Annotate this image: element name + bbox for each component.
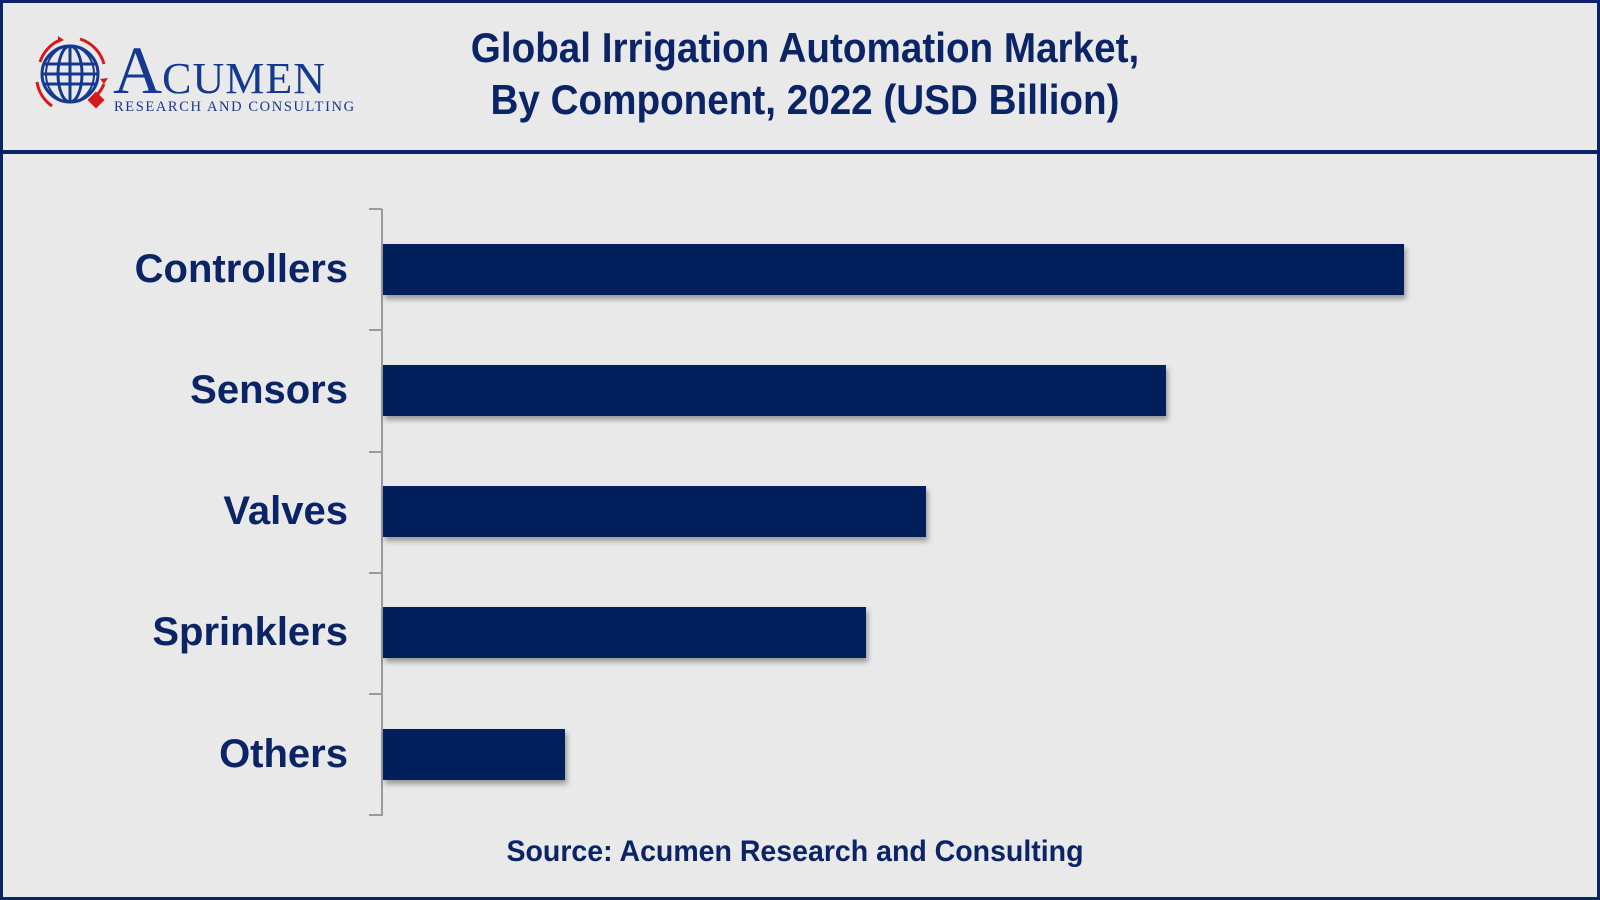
header-divider xyxy=(0,150,1600,154)
axis-tick xyxy=(369,814,382,816)
category-label-others: Others xyxy=(219,732,348,776)
bar-valves xyxy=(383,486,926,537)
logo-wordmark: ACUMEN xyxy=(113,36,326,104)
chart-title-line2: By Component, 2022 (USD Billion) xyxy=(490,76,1120,123)
logo-initial: A xyxy=(113,32,163,108)
axis-tick xyxy=(369,572,382,574)
axis-tick xyxy=(369,451,382,453)
axis-tick xyxy=(369,693,382,695)
source-note: Source: Acumen Research and Consulting xyxy=(506,835,1084,868)
logo-name: CUMEN xyxy=(162,54,327,103)
chart-title-line1: Global Irrigation Automation Market, xyxy=(470,24,1140,71)
axis-tick xyxy=(369,329,382,331)
acumen-logo: ACUMEN RESEARCH AND CONSULTING xyxy=(30,32,370,122)
category-label-valves: Valves xyxy=(223,489,348,533)
logo-tagline: RESEARCH AND CONSULTING xyxy=(114,99,356,115)
bar-sensors xyxy=(383,365,1166,416)
axis-tick xyxy=(369,208,382,210)
y-axis-line xyxy=(381,209,383,816)
category-label-sprinklers: Sprinklers xyxy=(152,610,348,654)
bar-others xyxy=(383,729,565,780)
bar-controllers xyxy=(383,244,1404,295)
globe-icon xyxy=(35,36,108,109)
category-label-sensors: Sensors xyxy=(190,368,348,412)
chart-title: Global Irrigation Automation Market, By … xyxy=(423,22,1187,126)
category-label-controllers: Controllers xyxy=(134,247,348,291)
bar-sprinklers xyxy=(383,607,866,658)
